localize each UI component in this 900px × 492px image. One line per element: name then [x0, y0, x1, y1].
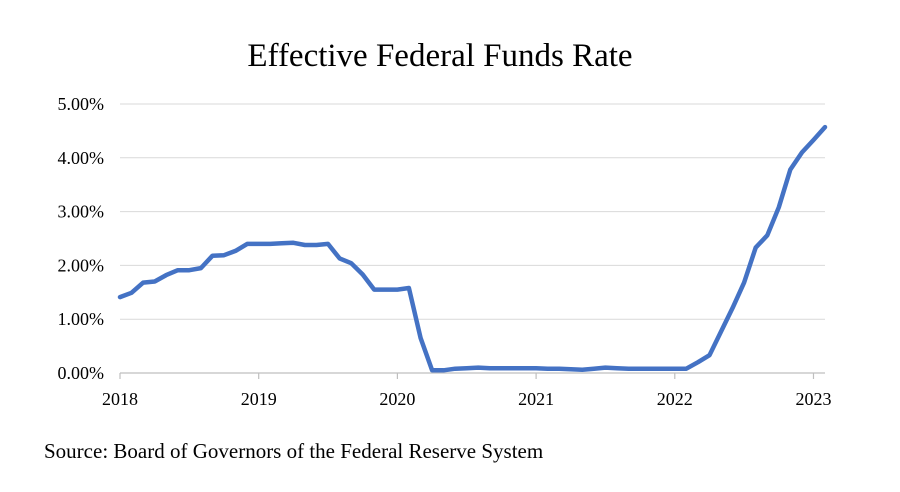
- y-axis-tick-labels: 0.00% 1.00% 2.00% 3.00% 4.00% 5.00%: [58, 94, 105, 383]
- y-tick-label: 3.00%: [58, 202, 105, 222]
- x-tick-label: 2021: [518, 389, 554, 409]
- x-tick-label: 2023: [795, 389, 831, 409]
- y-tick-label: 4.00%: [58, 148, 105, 168]
- grid: [119, 103, 825, 379]
- chart-title: Effective Federal Funds Rate: [247, 38, 632, 74]
- y-tick-label: 1.00%: [58, 309, 105, 329]
- y-tick-label: 5.00%: [58, 94, 105, 114]
- x-tick-label: 2020: [379, 389, 415, 409]
- y-tick-label: 0.00%: [58, 363, 105, 383]
- source-note: Source: Board of Governors of the Federa…: [44, 439, 543, 463]
- x-axis-tick-labels: 2018 2019 2020 2021 2022 2023: [102, 389, 831, 409]
- series-line: [117, 124, 828, 373]
- x-tick-label: 2018: [102, 389, 138, 409]
- y-tick-label: 2.00%: [58, 255, 105, 275]
- x-tick-label: 2019: [241, 389, 277, 409]
- x-tick-label: 2022: [657, 389, 693, 409]
